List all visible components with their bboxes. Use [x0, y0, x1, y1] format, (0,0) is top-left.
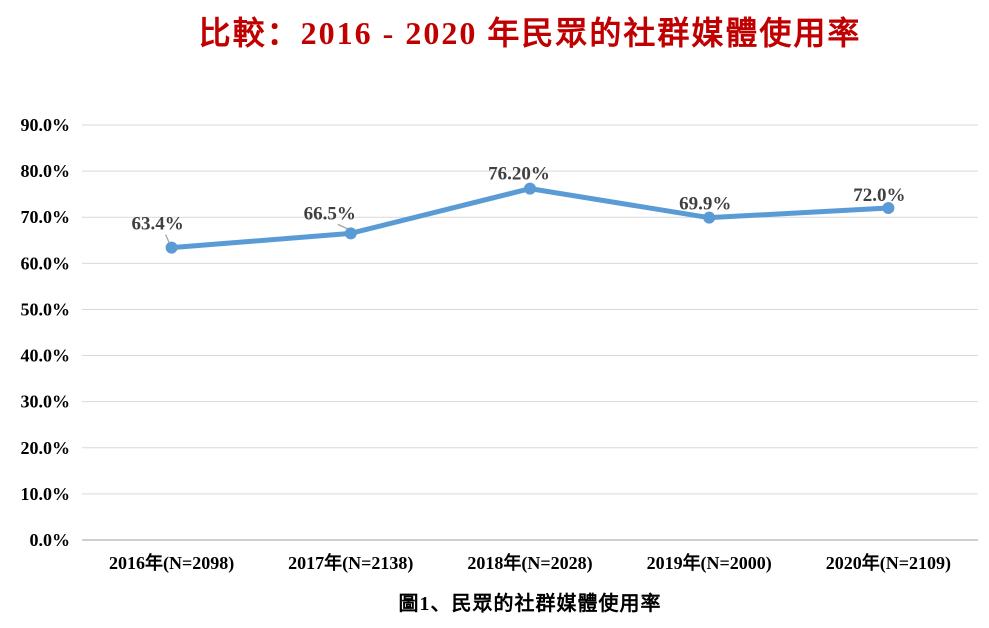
x-axis-label: 2019年(N=2000)	[647, 552, 772, 574]
data-point-label: 69.9%	[679, 194, 731, 215]
data-point-marker	[882, 202, 895, 214]
data-point-label: 63.4%	[131, 214, 183, 235]
data-series-line	[169, 186, 891, 251]
data-point-label: 76.20%	[488, 164, 550, 185]
y-tick-label: 70.0%	[21, 207, 71, 227]
x-axis-label: 2020年(N=2109)	[826, 552, 951, 574]
data-point-label: 72.0%	[853, 185, 905, 206]
y-tick-label: 30.0%	[21, 392, 71, 412]
y-tick-label: 40.0%	[21, 346, 71, 366]
data-label-leader-line	[165, 234, 171, 244]
data-point-marker	[703, 211, 716, 224]
data-label-leader-line	[337, 223, 350, 230]
data-point-marker	[165, 241, 178, 254]
y-tick-label: 20.0%	[21, 438, 71, 458]
y-tick-label: 90.0%	[21, 115, 71, 135]
x-axis-label: 2016年(N=2098)	[109, 552, 234, 574]
data-point-marker	[344, 227, 357, 240]
chart-caption: 圖1、民眾的社群媒體使用率	[398, 593, 662, 615]
y-tick-label: 60.0%	[21, 253, 71, 273]
y-tick-label: 50.0%	[21, 299, 71, 319]
x-axis-label: 2018年(N=2028)	[467, 552, 592, 574]
y-tick-label: 0.0%	[30, 530, 71, 550]
chart-title: 比較：2016 - 2020 年民眾的社群媒體使用率	[198, 15, 862, 51]
x-axis-label: 2017年(N=2138)	[288, 552, 413, 574]
y-tick-label: 80.0%	[21, 161, 71, 181]
data-point-marker	[524, 182, 536, 195]
data-point-label: 66.5%	[304, 203, 356, 224]
y-tick-label: 10.0%	[21, 484, 71, 504]
